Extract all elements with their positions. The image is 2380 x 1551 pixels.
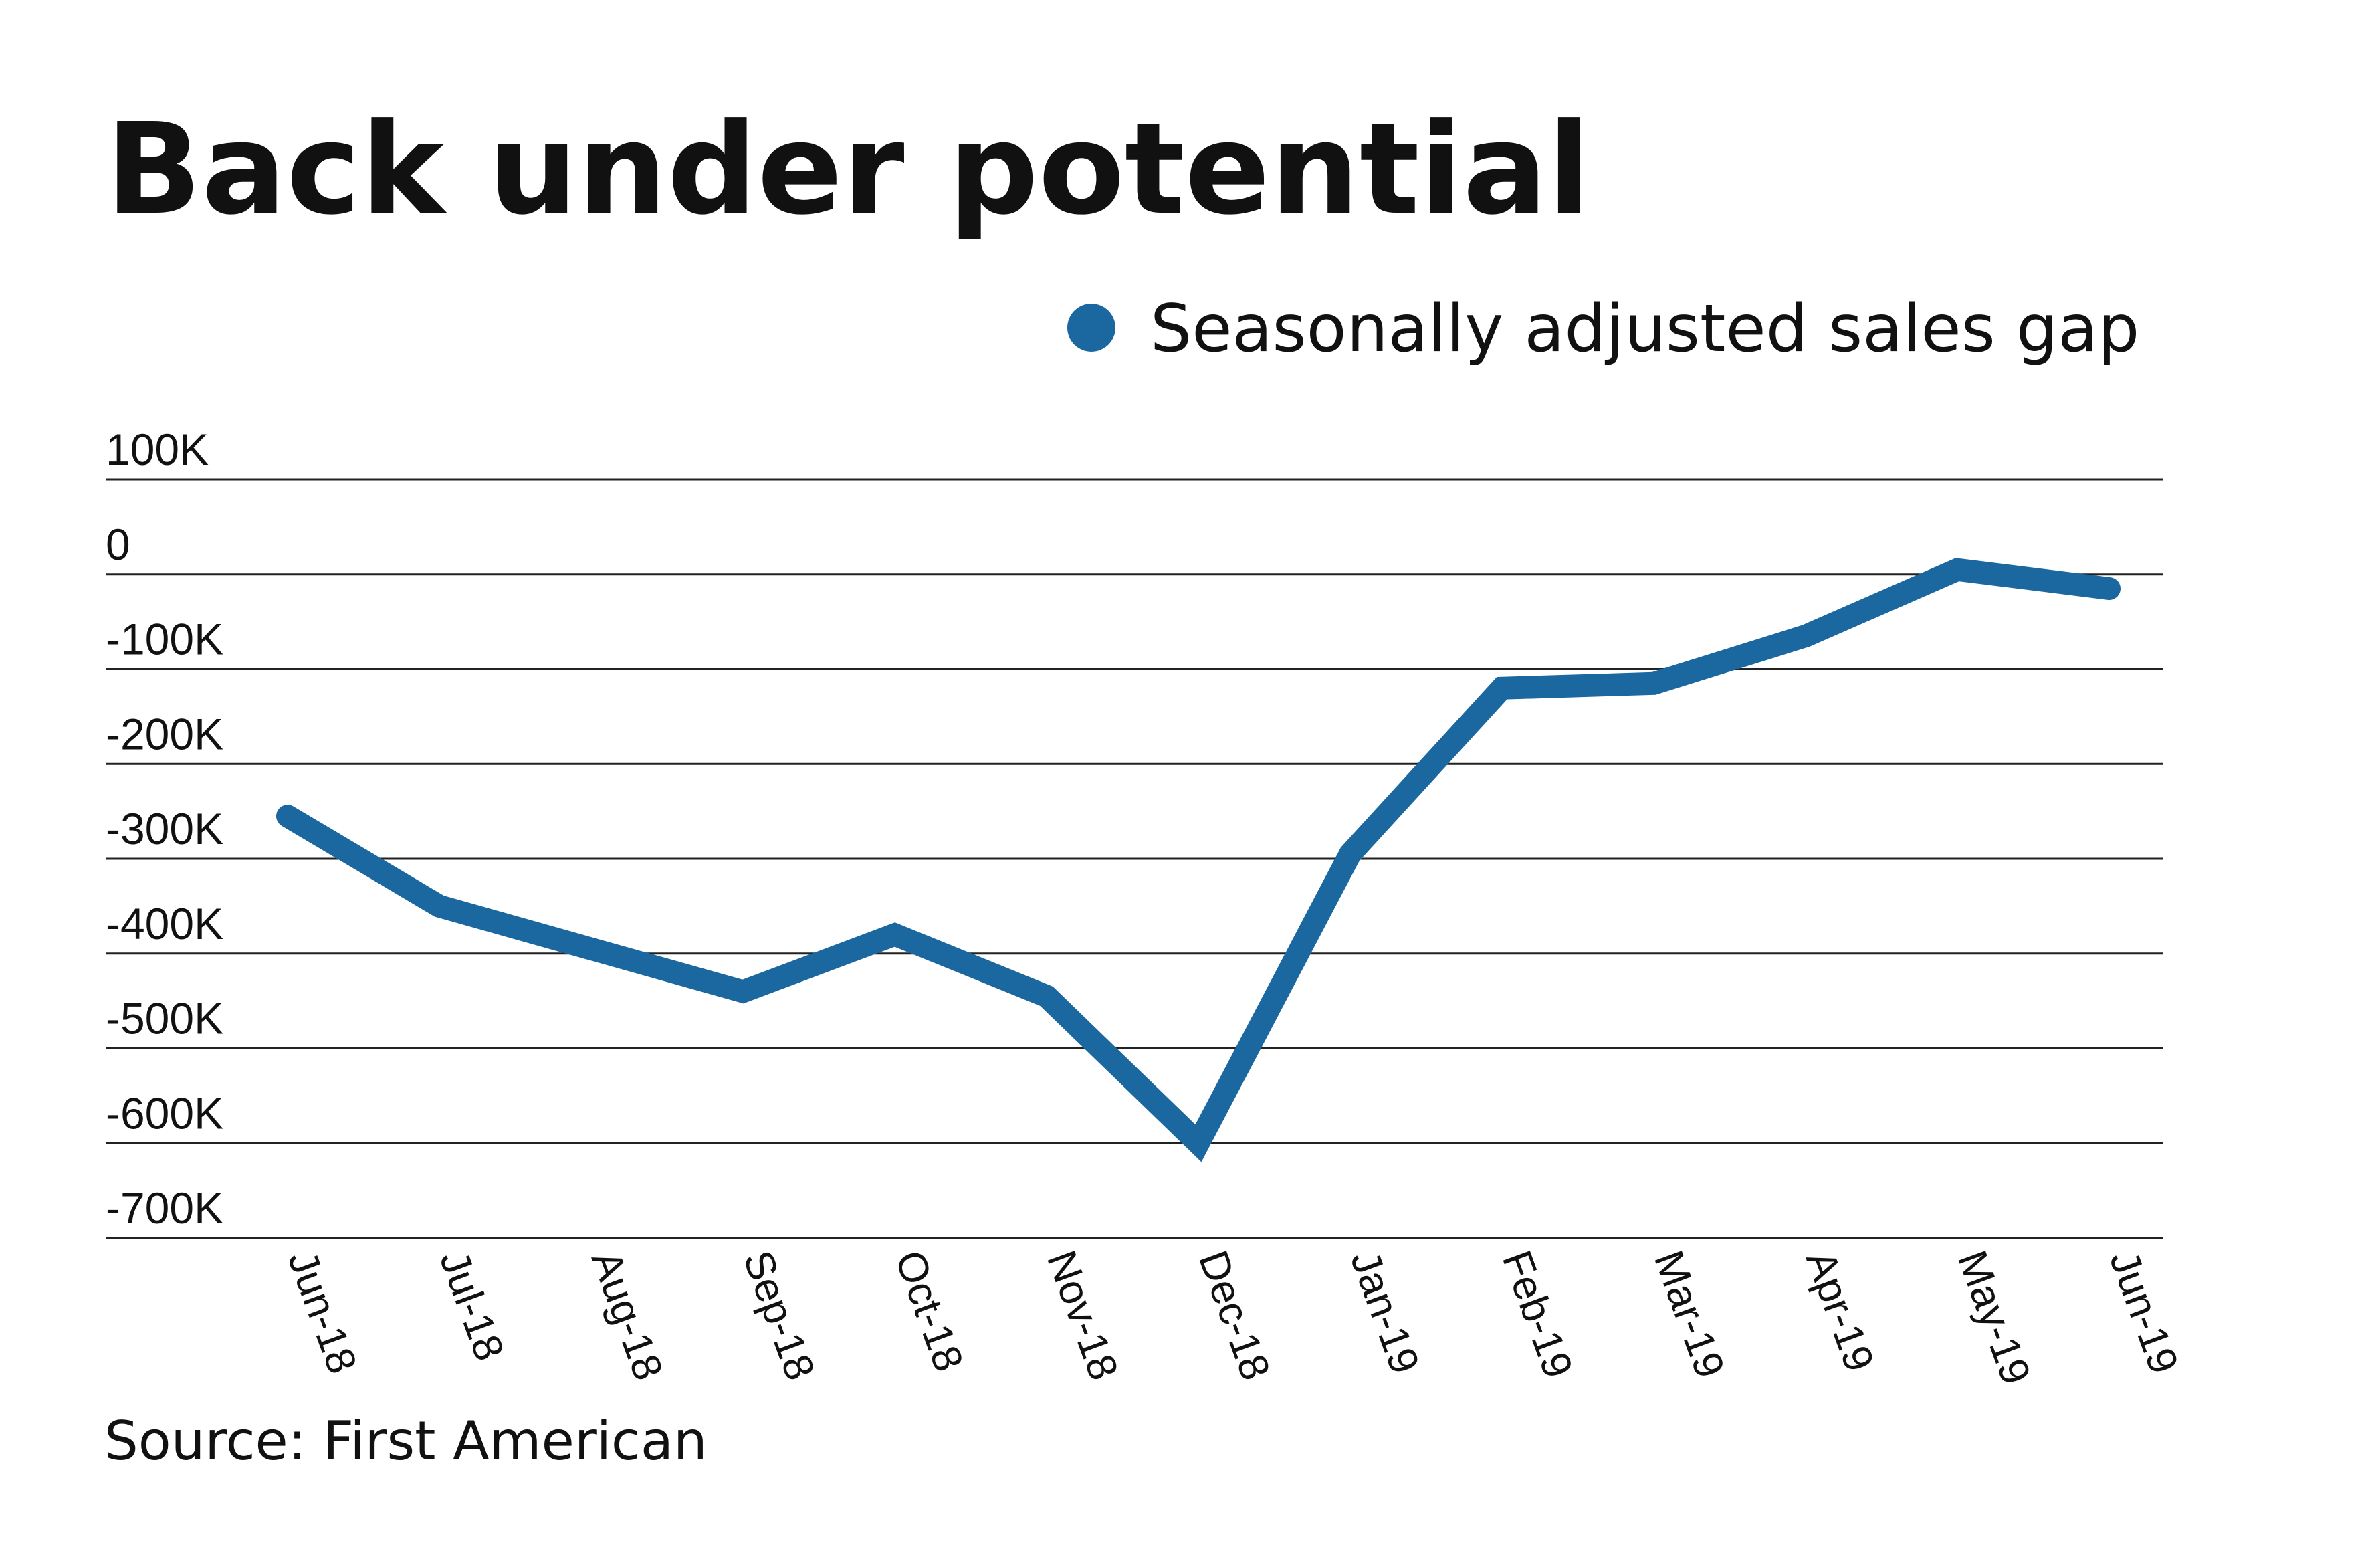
x-tick-label: Jun-19 — [2100, 1245, 2187, 1380]
data-point — [1349, 852, 1351, 855]
data-point — [1804, 634, 1807, 637]
x-tick-label: Jan-19 — [1341, 1245, 1428, 1380]
data-point — [742, 990, 744, 993]
legend-label: Seasonally adjusted sales gap — [1150, 291, 2139, 367]
y-tick-label: 100K — [106, 425, 209, 474]
data-point — [1197, 1142, 1200, 1145]
x-axis-ticks: Jun-18 Jul-18 Aug-18 Sep-18 Oct-18 Nov-18 Dec-… — [279, 1245, 2187, 1390]
grid — [106, 478, 2163, 1239]
y-tick-label: -200K — [106, 709, 223, 758]
y-tick-label: -500K — [106, 994, 223, 1043]
x-tick-label: Mar-19 — [1645, 1245, 1733, 1384]
y-tick-label: -700K — [106, 1183, 223, 1233]
legend: Seasonally adjusted sales gap — [1067, 291, 2139, 367]
chart-title: Back under potential — [106, 96, 1591, 243]
data-point — [1652, 682, 1655, 685]
y-axis-ticks: 100K 0 -100K -200K -300K -400K -500K -600K -700K — [106, 425, 223, 1233]
data-point — [893, 933, 896, 936]
data-point — [1045, 995, 1048, 998]
x-tick-label: Nov-18 — [1038, 1245, 1127, 1386]
data-point — [2108, 587, 2111, 591]
data-point — [286, 815, 289, 818]
x-tick-label: Apr-19 — [1797, 1245, 1882, 1377]
y-tick-label: -600K — [106, 1088, 223, 1138]
y-tick-label: -100K — [106, 615, 223, 664]
data-point — [1501, 686, 1503, 690]
x-tick-label: Sep-18 — [734, 1245, 823, 1386]
source-note: Source: First American — [104, 1410, 708, 1472]
y-tick-label: 0 — [106, 520, 130, 569]
series-layer — [276, 558, 2121, 1162]
data-point — [590, 947, 592, 950]
x-tick-label: Oct-18 — [886, 1245, 972, 1377]
legend-marker — [1067, 304, 1115, 352]
x-tick-label: Feb-19 — [1493, 1245, 1582, 1384]
series-line — [276, 558, 2121, 1162]
y-tick-label: -400K — [106, 899, 223, 948]
data-point — [1956, 568, 1959, 571]
x-tick-label: Jul-18 — [431, 1245, 513, 1366]
x-tick-label: Dec-18 — [1190, 1245, 1279, 1386]
y-tick-label: -300K — [106, 804, 223, 853]
x-tick-label: Aug-18 — [582, 1245, 671, 1386]
data-point — [438, 904, 441, 908]
x-tick-label: May-19 — [1949, 1245, 2040, 1390]
x-tick-label: Jun-18 — [279, 1245, 366, 1380]
